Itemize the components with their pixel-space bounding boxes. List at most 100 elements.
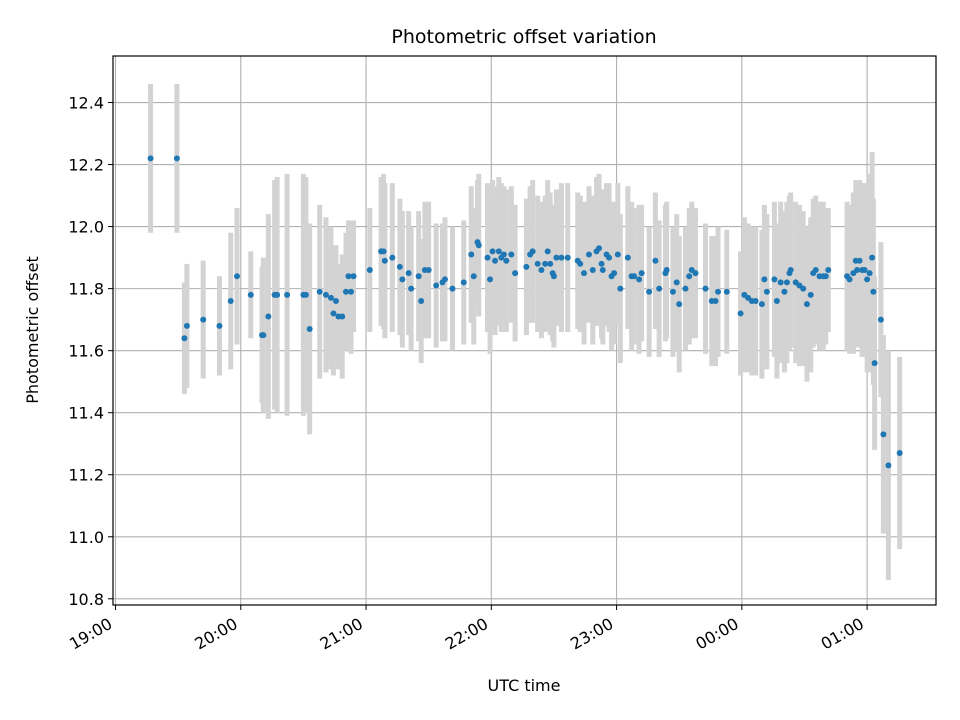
data-point — [399, 276, 406, 283]
data-point — [896, 450, 903, 457]
data-points — [147, 155, 903, 469]
data-point — [822, 273, 829, 280]
data-point — [663, 267, 670, 274]
data-point — [870, 288, 877, 295]
data-point — [803, 301, 810, 308]
data-point — [487, 276, 494, 283]
data-point — [306, 325, 313, 332]
data-point — [646, 288, 653, 295]
data-point — [812, 267, 819, 274]
data-point — [449, 285, 456, 292]
data-point — [316, 288, 323, 295]
data-point — [339, 313, 346, 320]
data-point — [598, 260, 605, 267]
x-tick-label: 01:00 — [818, 614, 867, 654]
data-point — [611, 270, 618, 277]
data-point — [247, 291, 254, 298]
data-point — [669, 288, 676, 295]
y-tick-label: 11.2 — [68, 466, 104, 485]
data-point — [758, 301, 765, 308]
y-tick-label: 11.4 — [68, 404, 104, 423]
data-point — [274, 291, 281, 298]
data-point — [771, 276, 778, 283]
data-point — [475, 242, 482, 249]
data-point — [332, 298, 339, 305]
data-point — [682, 285, 689, 292]
data-point — [636, 276, 643, 283]
data-point — [692, 270, 699, 277]
data-point — [181, 335, 188, 342]
data-point — [405, 270, 412, 277]
data-point — [366, 267, 373, 274]
data-point — [596, 245, 603, 252]
data-point — [216, 322, 223, 329]
data-point — [389, 254, 396, 261]
data-point — [864, 276, 871, 283]
data-point — [322, 291, 329, 298]
data-point — [381, 257, 388, 264]
data-point — [441, 276, 448, 283]
data-point — [534, 260, 541, 267]
data-point — [330, 310, 337, 317]
data-point — [715, 288, 722, 295]
data-point — [702, 285, 709, 292]
data-point — [512, 270, 519, 277]
x-axis-label: UTC time — [488, 676, 561, 695]
data-point — [558, 254, 565, 261]
data-point — [147, 155, 154, 162]
x-tick-label: 23:00 — [567, 614, 616, 654]
data-point — [503, 257, 510, 264]
data-point — [854, 267, 861, 274]
data-point — [547, 260, 554, 267]
data-point — [676, 301, 683, 308]
data-point — [492, 257, 499, 264]
data-point — [418, 298, 425, 305]
data-point — [877, 316, 884, 323]
chart-title: Photometric offset variation — [391, 26, 656, 48]
y-axis-label: Photometric offset — [23, 256, 42, 404]
data-point — [589, 267, 596, 274]
x-axis-ticks: 19:00 20:00 21:00 22:00 23:00 00:00 01:00 — [66, 605, 868, 654]
data-point — [856, 257, 863, 264]
data-point — [350, 273, 357, 280]
data-point — [869, 254, 876, 261]
data-point — [538, 267, 545, 274]
y-axis-ticks: 10.8 11.0 11.2 11.4 11.6 11.8 12.0 12.2 12.4 — [68, 94, 113, 609]
data-point — [885, 462, 892, 469]
data-point — [586, 251, 593, 258]
data-point — [396, 263, 403, 270]
data-point — [752, 298, 759, 305]
data-point — [761, 276, 768, 283]
y-tick-label: 10.8 — [68, 590, 104, 609]
data-point — [415, 273, 422, 280]
data-point — [284, 291, 291, 298]
data-point — [500, 251, 507, 258]
data-point — [638, 270, 645, 277]
data-point — [777, 279, 784, 286]
y-tick-label: 11.8 — [68, 280, 104, 299]
data-point — [460, 279, 467, 286]
y-tick-label: 11.0 — [68, 528, 104, 547]
y-tick-label: 11.6 — [68, 342, 104, 361]
y-tick-label: 12.0 — [68, 218, 104, 237]
x-tick-label: 22:00 — [442, 614, 491, 654]
y-tick-label: 12.4 — [68, 94, 104, 113]
data-point — [468, 251, 475, 258]
data-point — [617, 285, 624, 292]
data-point — [470, 273, 477, 280]
data-point — [345, 273, 352, 280]
data-point — [825, 267, 832, 274]
data-point — [737, 310, 744, 317]
data-point — [773, 298, 780, 305]
data-point — [348, 288, 355, 295]
x-tick-label: 19:00 — [66, 614, 115, 654]
data-point — [763, 288, 770, 295]
data-point — [652, 257, 659, 264]
x-tick-label: 20:00 — [191, 614, 240, 654]
data-point — [577, 260, 584, 267]
data-point — [781, 288, 788, 295]
data-point — [327, 294, 334, 301]
data-point — [866, 270, 873, 277]
data-point — [342, 288, 349, 295]
error-bars — [148, 83, 903, 581]
